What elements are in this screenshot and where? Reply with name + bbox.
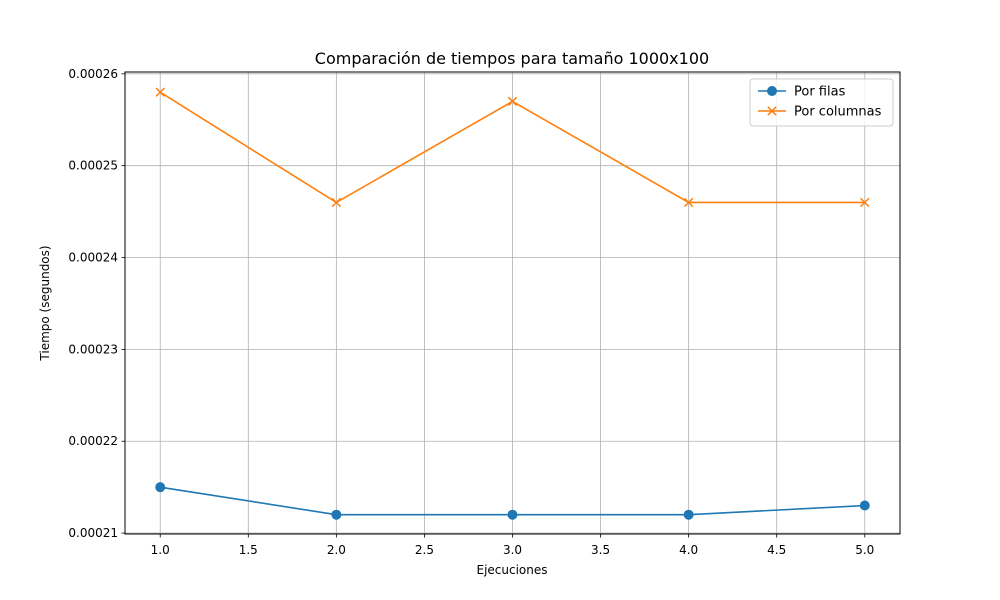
series-layer	[155, 87, 870, 520]
x-tick-label: 2.0	[327, 543, 346, 557]
y-tick-label: 0.00021	[68, 526, 118, 540]
x-tick-label: 1.0	[151, 543, 170, 557]
data-point-por-columnas	[155, 87, 165, 97]
y-tick-label: 0.00024	[68, 251, 118, 265]
y-tick-label: 0.00026	[68, 67, 118, 81]
legend: Por filas Por columnas	[749, 78, 894, 127]
legend-marker-por-columnas	[767, 106, 777, 116]
data-point-por-columnas	[860, 197, 870, 208]
x-axis-label: Ejecuciones	[476, 563, 547, 577]
data-point-por-columnas	[331, 197, 342, 208]
x-tick-label: 3.0	[503, 543, 522, 557]
chart-title: Comparación de tiempos para tamaño 1000x…	[315, 49, 709, 68]
x-tick-label: 2.5	[415, 543, 434, 557]
legend-marker-por-filas	[767, 86, 777, 96]
data-point-por-filas	[683, 509, 694, 520]
x-tick-label: 4.0	[679, 543, 698, 557]
x-tick-label: 1.5	[239, 543, 258, 557]
x-tick-label: 5.0	[855, 543, 874, 557]
data-point-por-filas	[859, 500, 870, 511]
y-tick-label: 0.00022	[68, 434, 118, 448]
axis-ticks: 1.0 1.5 2.0 2.5 3.0 3.5 4.0 4.5 5.0 0.00021 0.0002…	[68, 67, 874, 557]
legend-label-por-columnas: Por columnas	[794, 105, 882, 120]
data-point-por-filas	[331, 509, 342, 520]
x-tick-label: 3.5	[591, 543, 610, 557]
y-tick-label: 0.00023	[68, 342, 118, 356]
data-point-por-columnas	[507, 96, 518, 107]
y-tick-label: 0.00025	[68, 159, 118, 173]
y-axis-label: Tiempo (segundos)	[38, 245, 52, 361]
legend-label-por-filas: Por filas	[794, 85, 846, 100]
data-point-por-columnas	[683, 197, 694, 208]
grid	[125, 72, 900, 534]
data-point-por-filas	[155, 482, 166, 493]
data-point-por-filas	[507, 509, 518, 520]
x-tick-label: 4.5	[767, 543, 786, 557]
